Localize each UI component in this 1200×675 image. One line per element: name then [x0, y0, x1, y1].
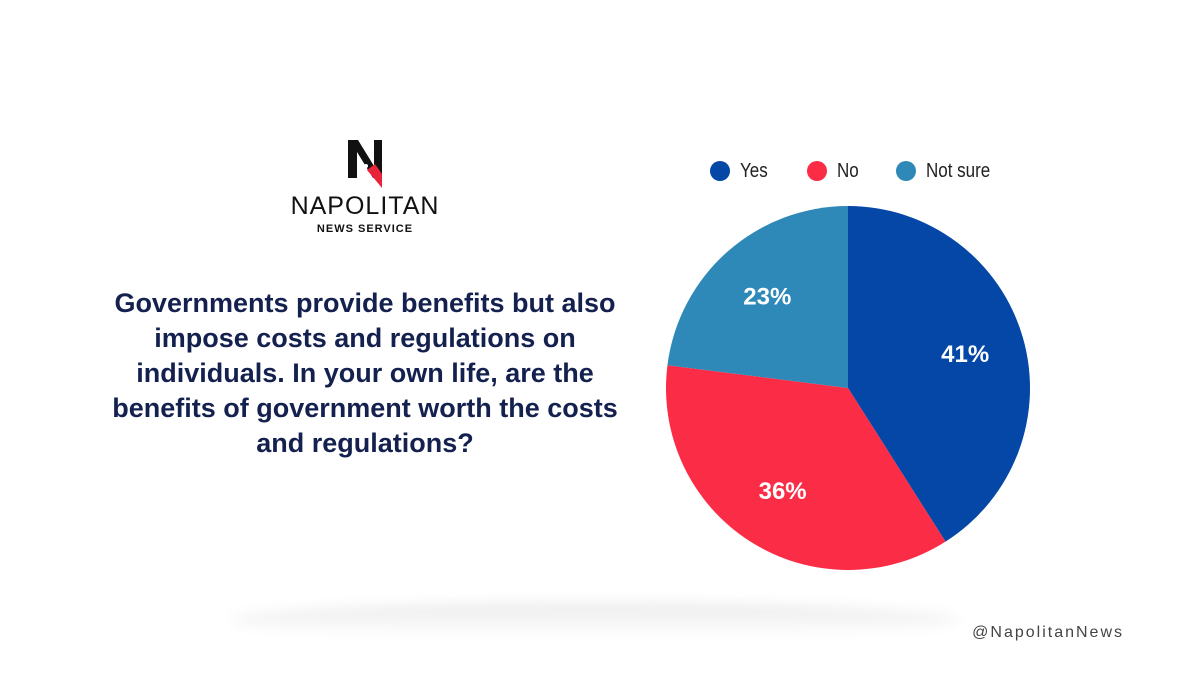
- slice-not-sure: [667, 206, 848, 388]
- pie-chart: 41% 36% 23%: [666, 206, 1031, 570]
- legend-swatch: [896, 161, 917, 181]
- slice-label-no: 36%: [759, 478, 807, 505]
- legend-item-not-sure: Not sure: [896, 160, 1002, 183]
- card-shadow: [230, 602, 960, 638]
- legend-item-no: No: [806, 159, 863, 183]
- social-handle: @NapolitanNews: [972, 624, 1124, 641]
- legend-label: No: [836, 159, 859, 182]
- logo-n-icon: [348, 140, 382, 188]
- survey-question: Governments provide benefits but also im…: [112, 288, 618, 458]
- slice-label-not-sure: 23%: [743, 283, 791, 310]
- legend-label: Yes: [740, 159, 768, 182]
- slice-no: [666, 365, 946, 570]
- logo: NAPOLITAN NEWS SERVICE: [280, 138, 450, 235]
- slice-yes: [848, 206, 1031, 542]
- chart-legend: Yes No Not sure: [710, 158, 1002, 184]
- slice-label-yes: 41%: [941, 341, 989, 368]
- logo-subtitle: NEWS SERVICE: [316, 223, 414, 235]
- legend-swatch: [806, 161, 827, 181]
- legend-swatch: [710, 161, 730, 181]
- logo-name: NAPOLITAN: [290, 192, 440, 220]
- legend-label: Not sure: [926, 159, 991, 182]
- legend-item-yes: Yes: [710, 160, 773, 183]
